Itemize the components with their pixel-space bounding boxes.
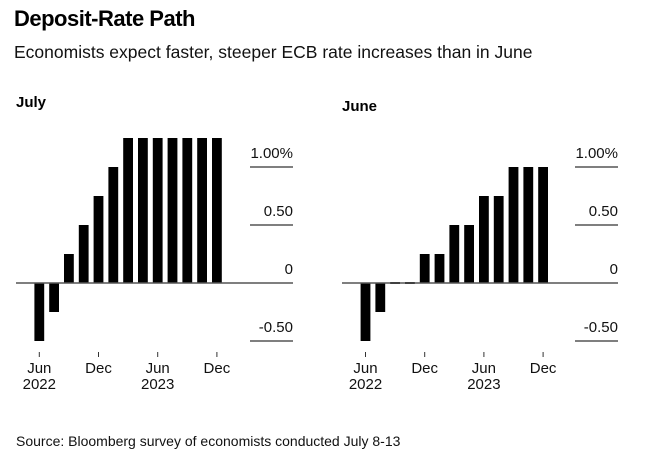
- bar-july: [167, 138, 178, 283]
- bar-july: [78, 225, 89, 283]
- bar-july: [138, 138, 148, 283]
- y-tick-label-july: 0: [285, 261, 293, 278]
- bar-june: [449, 225, 460, 283]
- y-tick-label-july: 0.50: [264, 203, 293, 220]
- bar-june: [360, 283, 371, 341]
- bar-july: [123, 138, 133, 283]
- bar-july: [34, 283, 45, 341]
- x-tick-label-june: Dec: [411, 360, 438, 377]
- bar-july: [152, 138, 163, 283]
- x-tick-label-june: Dec: [530, 360, 557, 377]
- bar-june: [523, 167, 534, 283]
- y-tick-label-july: -0.50: [259, 319, 293, 336]
- chart-title: Deposit-Rate Path: [14, 6, 195, 31]
- y-tick-label-june: -0.50: [584, 319, 618, 336]
- chart-subtitle: Economists expect faster, steeper ECB ra…: [14, 42, 533, 62]
- x-tick-year-july: 2022: [23, 376, 56, 393]
- bar-june: [493, 196, 504, 283]
- y-tick-label-july: 1.00%: [250, 145, 293, 162]
- panel-title-june: June: [342, 98, 378, 115]
- bar-july: [197, 138, 207, 283]
- source-note: Source: Bloomberg survey of economists c…: [16, 433, 401, 449]
- bar-july: [49, 283, 59, 312]
- bar-july: [64, 254, 74, 283]
- y-tick-label-june: 1.00%: [575, 145, 618, 162]
- y-tick-label-june: 0.50: [589, 203, 618, 220]
- bar-july: [212, 138, 222, 283]
- x-tick-label-july: Jun: [146, 360, 170, 377]
- bar-june: [508, 167, 519, 283]
- x-tick-label-july: Dec: [85, 360, 112, 377]
- x-tick-label-june: Jun: [472, 360, 496, 377]
- bar-june: [538, 167, 548, 283]
- panel-title-july: July: [16, 94, 47, 111]
- x-tick-label-july: Jun: [27, 360, 51, 377]
- x-tick-year-july: 2023: [141, 376, 174, 393]
- bar-june: [419, 254, 430, 283]
- bar-july: [93, 196, 104, 283]
- bar-june: [434, 254, 445, 283]
- bar-july: [182, 138, 193, 283]
- x-tick-label-june: Jun: [353, 360, 377, 377]
- x-tick-label-july: Dec: [204, 360, 231, 377]
- bar-june: [375, 283, 386, 312]
- bar-june: [479, 196, 489, 283]
- x-tick-year-june: 2023: [467, 376, 500, 393]
- bar-june: [464, 225, 474, 283]
- x-tick-year-june: 2022: [349, 376, 382, 393]
- y-tick-label-june: 0: [610, 261, 618, 278]
- bar-july: [108, 167, 119, 283]
